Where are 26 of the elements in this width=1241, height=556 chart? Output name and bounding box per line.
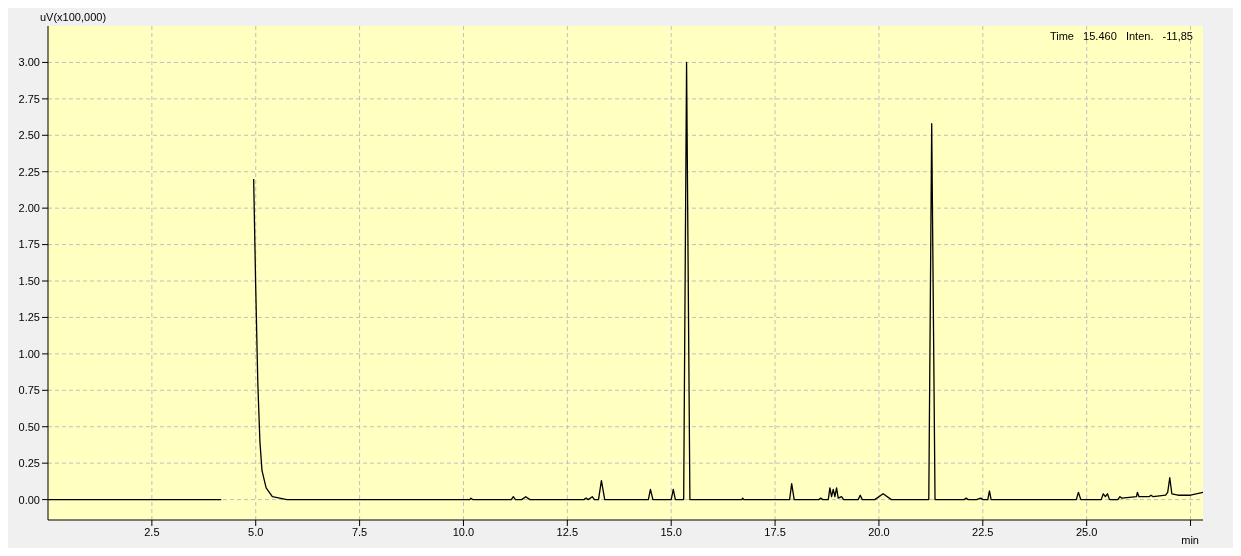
annotation: Time 15.460 Inten. -11,85 bbox=[1049, 30, 1193, 42]
x-tick-label: 7.5 bbox=[351, 525, 368, 538]
x-tick-label: 25.0 bbox=[1075, 525, 1098, 538]
y-tick-label: 1.75 bbox=[18, 238, 40, 251]
x-tick-label: 2.5 bbox=[144, 525, 160, 538]
x-tick-label: 12.5 bbox=[556, 525, 579, 538]
x-tick-label: 17.5 bbox=[764, 525, 786, 538]
y-tick-label: 2.25 bbox=[18, 165, 40, 178]
y-tick-label: 3.00 bbox=[18, 56, 40, 69]
x-tick-label: 10.0 bbox=[452, 525, 475, 538]
y-axis-title: uV(x100,000) bbox=[40, 11, 107, 23]
x-tick-label: 5.0 bbox=[248, 525, 264, 538]
y-tick-label: 0.00 bbox=[18, 493, 40, 506]
y-tick-label: 0.75 bbox=[18, 384, 40, 397]
y-tick-label: 0.25 bbox=[18, 457, 40, 470]
x-tick-label: 22.5 bbox=[972, 525, 994, 538]
y-tick-label: 1.00 bbox=[18, 347, 40, 360]
x-axis-title: min bbox=[1181, 534, 1199, 546]
x-tick-label: 20.0 bbox=[868, 525, 890, 538]
y-tick-label: 1.50 bbox=[18, 274, 40, 287]
y-tick-label: 2.50 bbox=[18, 129, 40, 142]
x-tick-label: 15.0 bbox=[660, 525, 682, 538]
y-tick-label: 0.50 bbox=[18, 420, 40, 433]
y-tick-label: 2.00 bbox=[18, 202, 40, 215]
y-tick-label: 1.25 bbox=[18, 311, 40, 324]
y-tick-label: 2.75 bbox=[18, 92, 40, 105]
